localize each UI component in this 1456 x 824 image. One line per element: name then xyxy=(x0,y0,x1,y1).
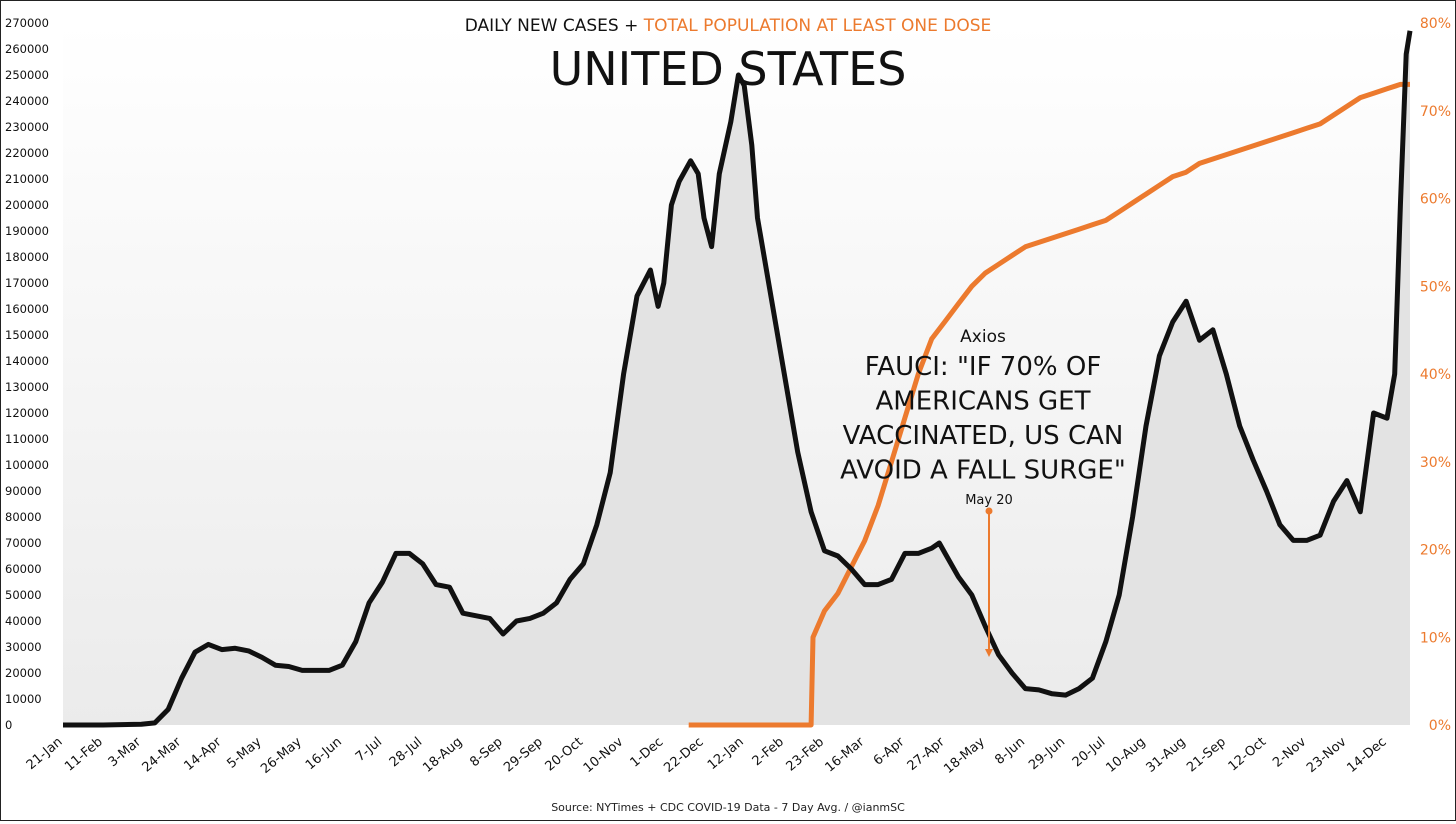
annotation-headline-line: AMERICANS GET xyxy=(876,387,1091,417)
x-tick-label: 23-Nov xyxy=(1304,734,1350,776)
x-tick-label: 21-Jan xyxy=(24,735,66,773)
y-right-tick-label: 20% xyxy=(1420,543,1451,559)
y-left-tick-label: 30000 xyxy=(5,640,42,654)
y-left-tick-label: 150000 xyxy=(5,328,49,342)
y-left-tick-label: 10000 xyxy=(5,692,42,706)
y-right-tick-label: 0% xyxy=(1429,718,1451,734)
annotation-source: Axios xyxy=(960,327,1006,347)
y-left-tick-label: 160000 xyxy=(5,302,49,316)
x-tick-label: 24-Mar xyxy=(139,734,184,775)
y-left-tick-label: 170000 xyxy=(5,276,49,290)
x-tick-label: 10-Aug xyxy=(1103,735,1148,776)
x-tick-label: 31-Aug xyxy=(1144,735,1189,776)
y-left-tick-label: 140000 xyxy=(5,354,49,368)
y-right-tick-label: 80% xyxy=(1420,16,1451,32)
annotation-headline-line: VACCINATED, US CAN xyxy=(843,421,1124,451)
x-tick-label: 22-Dec xyxy=(661,735,706,776)
y-left-tick-label: 240000 xyxy=(5,94,49,108)
x-tick-label: 29-Sep xyxy=(501,735,546,776)
y-left-tick-label: 50000 xyxy=(5,588,42,602)
y-right-tick-label: 50% xyxy=(1420,279,1451,295)
y-left-tick-label: 120000 xyxy=(5,406,49,420)
annotation-headline-line: AVOID A FALL SURGE" xyxy=(840,456,1126,486)
y-left-tick-label: 80000 xyxy=(5,510,42,524)
y-right-tick-label: 60% xyxy=(1420,192,1451,208)
annotation-marker-label: May 20 xyxy=(965,493,1013,508)
y-left-tick-label: 90000 xyxy=(5,484,42,498)
x-tick-label: 3-Mar xyxy=(106,734,145,770)
cases-area-layer xyxy=(63,30,1410,726)
y-left-tick-label: 220000 xyxy=(5,146,49,160)
x-tick-label: 18-May xyxy=(941,734,988,777)
y-left-tick-label: 180000 xyxy=(5,250,49,264)
x-tick-label: 2-Feb xyxy=(750,735,787,770)
x-tick-label: 20-Oct xyxy=(543,735,586,775)
y-right-tick-label: 10% xyxy=(1420,630,1451,646)
annotation-marker-arrow xyxy=(985,649,993,657)
cases-series-line xyxy=(63,30,1413,728)
x-tick-label: 8-Sep xyxy=(467,735,505,771)
y-left-tick-label: 20000 xyxy=(5,666,42,680)
x-tick-label: 21-Sep xyxy=(1184,735,1229,776)
x-tick-label: 27-Apr xyxy=(905,734,948,774)
y-left-tick-label: 260000 xyxy=(5,42,49,56)
y-left-tick-label: 250000 xyxy=(5,68,49,82)
x-tick-label: 11-Feb xyxy=(62,735,106,775)
y-left-tick-label: 190000 xyxy=(5,224,49,238)
annotation-marker-dot xyxy=(985,507,993,515)
x-tick-label: 12-Oct xyxy=(1226,735,1269,775)
vaccination-series-line xyxy=(688,81,1410,728)
y-left-tick-label: 230000 xyxy=(5,120,49,134)
x-tick-label: 6-Apr xyxy=(871,734,908,769)
y-left-tick-label: 270000 xyxy=(5,16,49,30)
x-tick-label: 18-Aug xyxy=(420,735,465,776)
annotation-headline-line: FAUCI: "IF 70% OF xyxy=(865,352,1102,382)
y-left-tick-label: 70000 xyxy=(5,536,42,550)
y-left-tick-label: 110000 xyxy=(5,432,49,446)
x-tick-label: 10-Nov xyxy=(581,734,627,776)
x-tick-label: 26-May xyxy=(258,734,305,777)
y-left-tick-label: 40000 xyxy=(5,614,42,628)
cases-area xyxy=(63,30,1410,726)
y-left-tick-label: 0 xyxy=(5,718,12,732)
y-right-axis: 0% 10% 20% 30% 40% 50% 60% 70% 80% xyxy=(1420,16,1451,734)
y-left-tick-label: 200000 xyxy=(5,198,49,212)
x-tick-label: 1-Dec xyxy=(628,735,667,771)
y-left-tick-label: 210000 xyxy=(5,172,49,186)
y-left-tick-label: 130000 xyxy=(5,380,49,394)
y-right-tick-label: 40% xyxy=(1420,367,1451,383)
y-left-axis: 0 10000 20000 30000 40000 50000 60000 70000 8000… xyxy=(5,16,49,732)
y-left-tick-label: 100000 xyxy=(5,458,49,472)
source-note: Source: NYTimes + CDC COVID-19 Data - 7 … xyxy=(551,801,905,814)
x-tick-label: 14-Apr xyxy=(181,734,224,774)
chart-subtitle: DAILY NEW CASES + TOTAL POPULATION AT LE… xyxy=(465,16,991,36)
x-tick-label: 8-Jun xyxy=(992,735,1028,768)
chart-title: UNITED STATES xyxy=(550,42,907,96)
x-tick-label: 7-Jul xyxy=(353,735,385,765)
y-right-tick-label: 30% xyxy=(1420,455,1451,471)
x-tick-label: 23-Feb xyxy=(784,735,828,775)
y-left-tick-label: 60000 xyxy=(5,562,42,576)
x-tick-label: 12-Jan xyxy=(705,735,747,773)
x-tick-label: 29-Jun xyxy=(1026,735,1068,774)
annotation: Axios FAUCI: "IF 70% OF AMERICANS GET VACCI… xyxy=(840,327,1126,657)
y-right-tick-label: 70% xyxy=(1420,104,1451,120)
x-tick-label: 16-Jun xyxy=(303,735,345,774)
x-tick-label: 16-Mar xyxy=(823,734,868,775)
x-tick-label: 14-Dec xyxy=(1344,735,1389,776)
series-layer xyxy=(63,30,1413,728)
